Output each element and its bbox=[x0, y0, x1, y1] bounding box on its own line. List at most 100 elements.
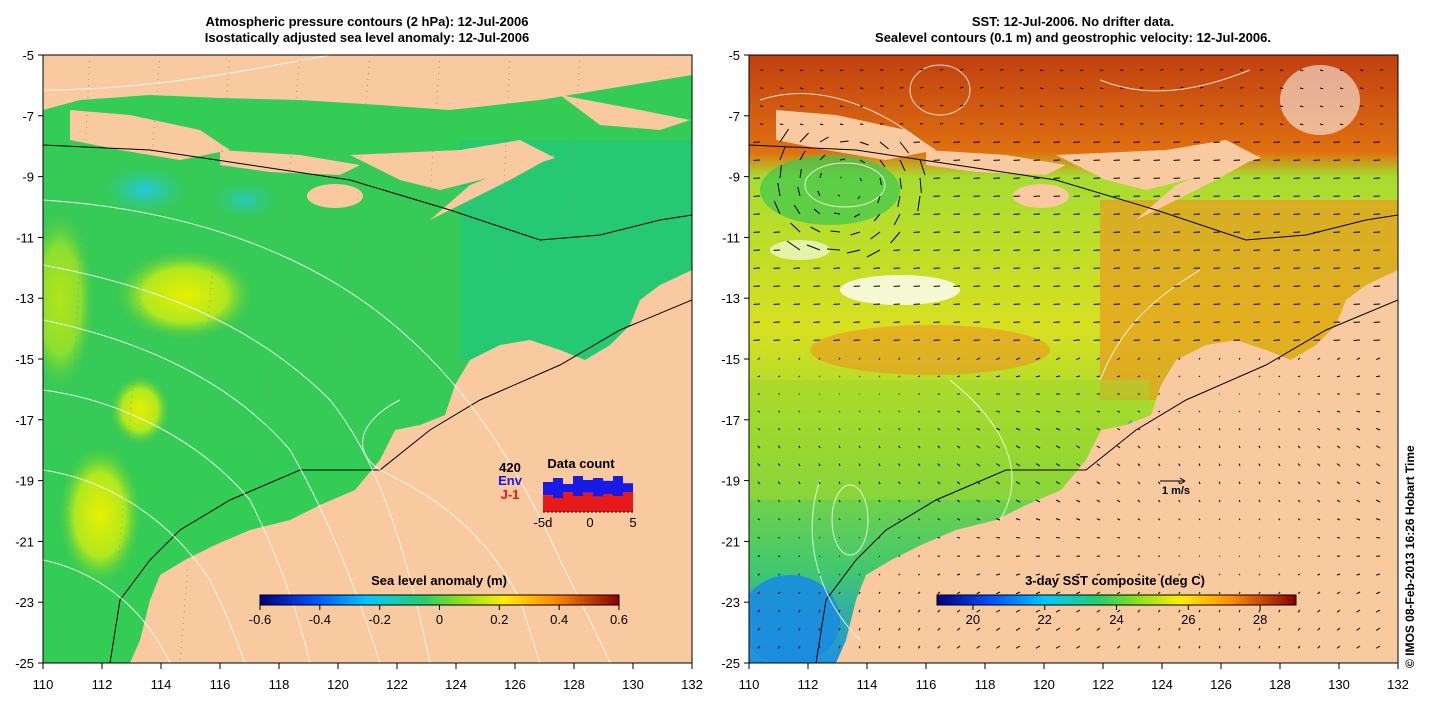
colorbar-tick-label: 0.6 bbox=[610, 612, 628, 627]
j1-count-bar bbox=[583, 493, 593, 512]
lat-tick-label: -13 bbox=[721, 291, 740, 306]
j1-count-bar bbox=[613, 496, 623, 512]
lat-tick-label: -7 bbox=[728, 109, 740, 124]
j1-count-bar bbox=[603, 494, 613, 512]
right-lat-axis: -5 -7 -9 -11 -13 -15 -17 -19 -21 -23 -25 bbox=[721, 48, 749, 671]
env-count-bar bbox=[563, 484, 573, 492]
lat-tick-label: -17 bbox=[721, 413, 740, 428]
lon-tick-label: 124 bbox=[1151, 677, 1173, 692]
right-colorbar-label: 3-day SST composite (deg C) bbox=[1025, 573, 1205, 588]
colorbar-tick-label: 0 bbox=[436, 612, 443, 627]
env-count-bar bbox=[593, 478, 603, 497]
lon-tick-label: 112 bbox=[798, 677, 819, 692]
env-count-bar bbox=[543, 482, 553, 495]
colorbar-tick-label: 22 bbox=[1037, 612, 1051, 627]
lat-tick-label: -7 bbox=[22, 109, 34, 124]
lon-tick-label: 122 bbox=[386, 677, 408, 692]
env-count-bar bbox=[573, 476, 583, 496]
lon-tick-label: 124 bbox=[445, 677, 467, 692]
colorbar-tick-label: -0.4 bbox=[309, 612, 331, 627]
j1-count-bar bbox=[593, 497, 603, 512]
env-count-bar bbox=[603, 481, 613, 494]
sla-high-blob bbox=[58, 445, 142, 585]
colorbar-tick-label: 20 bbox=[966, 612, 980, 627]
lat-tick-label: -21 bbox=[721, 534, 740, 549]
sla-high-blob bbox=[110, 375, 170, 445]
lon-tick-label: 112 bbox=[92, 677, 113, 692]
left-lat-axis: -5 -7 -9 -11 -13 -15 -17 -19 -21 -23 -25 bbox=[15, 48, 43, 671]
data-count-env-label: Env bbox=[498, 473, 523, 488]
data-count-title: Data count bbox=[547, 456, 615, 471]
lon-tick-label: 120 bbox=[1033, 677, 1055, 692]
lon-tick-label: 118 bbox=[975, 677, 996, 692]
colorbar-tick-label: 24 bbox=[1109, 612, 1123, 627]
colorbar-tick-label: 0.4 bbox=[550, 612, 568, 627]
left-colorbar bbox=[260, 595, 619, 605]
colorbar-tick-label: -0.6 bbox=[249, 612, 271, 627]
colorbar-tick-label: 0.2 bbox=[490, 612, 508, 627]
lon-tick-label: 132 bbox=[1387, 677, 1409, 692]
sla-high-blob bbox=[115, 250, 255, 340]
lon-tick-label: 110 bbox=[739, 677, 760, 692]
lat-tick-label: -9 bbox=[728, 170, 740, 185]
j1-count-bar bbox=[573, 496, 583, 512]
env-count-bar bbox=[583, 480, 593, 493]
velocity-scale-label: 1 m/s bbox=[1162, 485, 1190, 497]
lat-tick-label: -19 bbox=[15, 474, 34, 489]
lat-tick-label: -11 bbox=[722, 230, 740, 245]
lat-tick-label: -25 bbox=[15, 656, 34, 671]
lon-tick-label: 114 bbox=[151, 677, 172, 692]
lon-tick-label: 130 bbox=[622, 677, 644, 692]
lat-tick-label: -23 bbox=[15, 595, 34, 610]
lon-tick-label: 126 bbox=[1210, 677, 1232, 692]
right-lon-axis: 110 112 114 116 118 120 122 124 126 128 130 132 bbox=[739, 663, 1409, 692]
left-title-line1: Atmospheric pressure contours (2 hPa): 1… bbox=[206, 14, 529, 29]
lon-tick-label: 126 bbox=[504, 677, 526, 692]
lon-tick-label: 110 bbox=[33, 677, 54, 692]
env-count-bar bbox=[553, 478, 563, 498]
data-count-tick: -5d bbox=[534, 515, 553, 530]
data-count-bars bbox=[543, 476, 633, 512]
lat-tick-label: -17 bbox=[15, 413, 34, 428]
copyright-notice: © IMOS 08-Feb-2013 16:26 Hobart Time bbox=[1403, 368, 1417, 668]
lat-tick-label: -13 bbox=[15, 291, 34, 306]
lon-tick-label: 132 bbox=[681, 677, 703, 692]
lat-tick-label: -5 bbox=[22, 48, 34, 63]
lat-tick-label: -25 bbox=[721, 656, 740, 671]
lon-tick-label: 122 bbox=[1092, 677, 1114, 692]
j1-count-bar bbox=[623, 492, 633, 512]
left-title-line2: Isostatically adjusted sea level anomaly… bbox=[205, 30, 529, 45]
lon-tick-label: 116 bbox=[916, 677, 937, 692]
lon-tick-label: 128 bbox=[563, 677, 585, 692]
lon-tick-label: 118 bbox=[269, 677, 290, 692]
env-count-bar bbox=[613, 476, 623, 496]
lat-tick-label: -19 bbox=[721, 474, 740, 489]
colorbar-tick-label: 28 bbox=[1253, 612, 1267, 627]
env-count-bar bbox=[623, 483, 633, 492]
colorbar-tick-label: -0.2 bbox=[368, 612, 390, 627]
lat-tick-label: -21 bbox=[15, 534, 34, 549]
lat-tick-label: -15 bbox=[15, 352, 34, 367]
lon-tick-label: 128 bbox=[1269, 677, 1291, 692]
colorbar-tick-label: 26 bbox=[1181, 612, 1195, 627]
j1-count-bar bbox=[563, 492, 573, 512]
lon-tick-label: 130 bbox=[1328, 677, 1350, 692]
left-colorbar-label: Sea level anomaly (m) bbox=[371, 573, 507, 588]
lon-tick-label: 120 bbox=[327, 677, 349, 692]
lon-tick-label: 114 bbox=[857, 677, 878, 692]
lat-tick-label: -11 bbox=[16, 230, 34, 245]
right-title-line1: SST: 12-Jul-2006. No drifter data. bbox=[972, 14, 1174, 29]
lat-tick-label: -15 bbox=[721, 352, 740, 367]
data-count-tick: 0 bbox=[586, 515, 593, 530]
right-colorbar bbox=[937, 595, 1296, 605]
j1-count-bar bbox=[543, 495, 553, 512]
j1-count-bar bbox=[553, 498, 563, 512]
lat-tick-label: -5 bbox=[728, 48, 740, 63]
data-count-tick: 5 bbox=[629, 515, 636, 530]
left-map bbox=[25, 55, 692, 663]
lat-tick-label: -23 bbox=[721, 595, 740, 610]
lat-tick-label: -9 bbox=[22, 170, 34, 185]
data-count-j1-label: J-1 bbox=[501, 487, 520, 502]
